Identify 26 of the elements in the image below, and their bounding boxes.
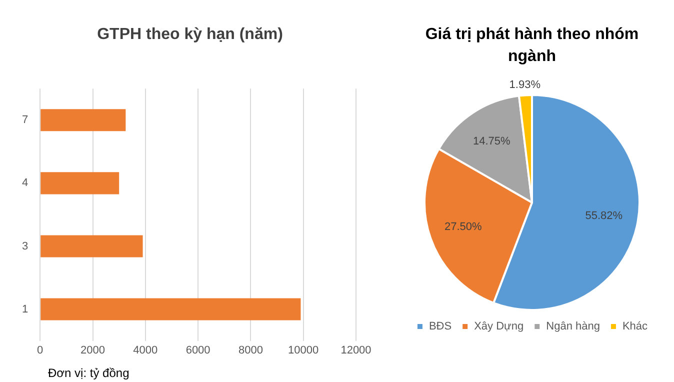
y-tick-label: 1 [22, 303, 28, 316]
data-label: 55.82% [585, 210, 623, 222]
y-tick-label: 7 [22, 114, 28, 126]
data-label: 14.75% [473, 136, 511, 148]
legend-label: BĐS [428, 320, 452, 333]
x-tick-label: 10000 [288, 344, 319, 356]
x-tick-label: 2000 [80, 344, 106, 356]
x-tick-label: 4000 [133, 344, 158, 356]
bar [40, 235, 143, 258]
chart-title: GTPH theo kỳ hạn (năm) [96, 26, 284, 44]
bar [40, 109, 126, 132]
legend-label: Khác [622, 320, 648, 333]
chart-title: Giá trị phát hành theo nhóm ngành [424, 25, 640, 67]
legend-label: Xây Dựng [474, 320, 524, 333]
y-tick-label: 3 [22, 240, 28, 252]
text: Đơn vị: tỷ đồng [48, 366, 130, 380]
bar [40, 172, 120, 194]
x-tick-label: 8000 [238, 344, 263, 356]
bar [40, 298, 301, 320]
x-tick-label: 0 [37, 344, 44, 356]
data-label: 27.50% [444, 220, 482, 233]
y-tick-label: 4 [22, 177, 28, 190]
data-label: 1.93% [509, 79, 541, 92]
x-tick-label: 6000 [186, 344, 210, 356]
x-tick-label: 12000 [340, 344, 372, 356]
legend-label: Ngân hàng [546, 320, 600, 333]
